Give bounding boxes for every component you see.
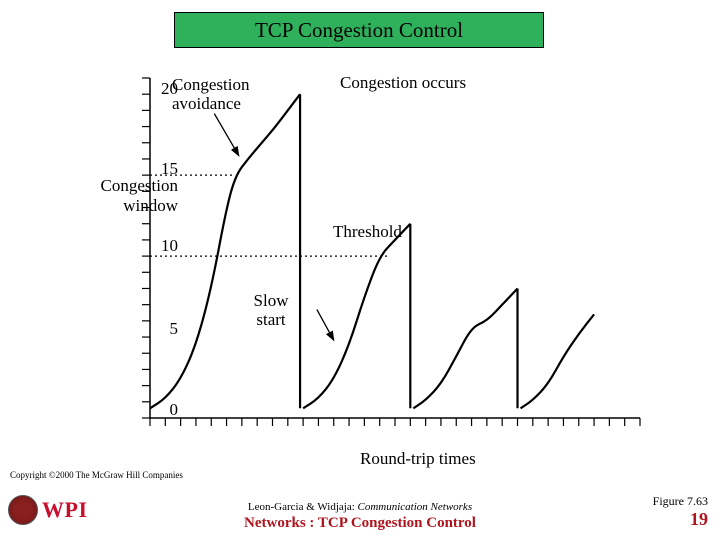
footer-reference: Leon-Garcia & Widjaja: Communication Net… — [0, 501, 720, 513]
slide-title: TCP Congestion Control — [255, 18, 463, 43]
chart-area — [120, 68, 650, 448]
copyright-text: Copyright ©2000 The McGraw Hill Companie… — [10, 470, 183, 480]
ref-authors: Leon-Garcia & Widjaja: — [248, 501, 355, 513]
figure-number: Figure 7.63 — [653, 494, 708, 509]
slide-number: 19 — [653, 509, 708, 530]
ref-title: Communication Networks — [358, 501, 473, 513]
footer-right: Figure 7.63 19 — [653, 494, 708, 530]
x-axis-label: Round-trip times — [360, 449, 476, 469]
footer-center: Leon-Garcia & Widjaja: Communication Net… — [0, 501, 720, 532]
footer-topic: Networks : TCP Congestion Control — [0, 515, 720, 532]
slide-title-box: TCP Congestion Control — [174, 12, 544, 48]
chart-svg — [120, 68, 650, 448]
